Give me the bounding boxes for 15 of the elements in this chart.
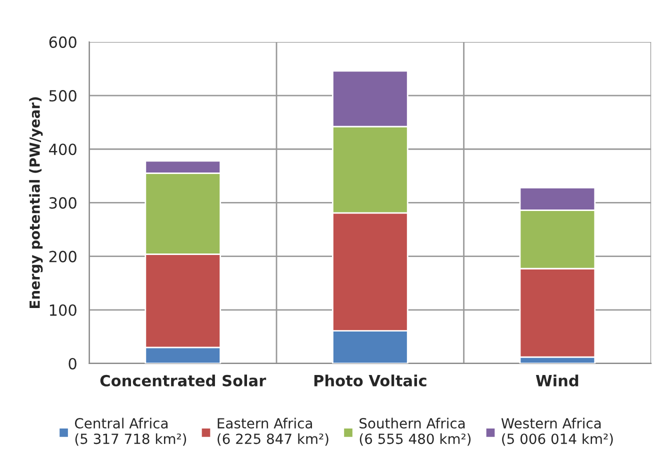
legend-label: Central Africa (5 317 718 km²) xyxy=(74,418,186,446)
x-tick-label: Concentrated Solar xyxy=(100,374,266,386)
x-tick-label: Wind xyxy=(536,374,578,386)
y-tick-label: 500 xyxy=(49,90,76,102)
y-tick-label: 100 xyxy=(50,304,76,316)
y-axis-title: Energy potential (PW/year) xyxy=(29,97,43,308)
legend-label: Western Africa (5 006 014 km²) xyxy=(501,418,613,446)
y-tick-label: 200 xyxy=(49,250,76,262)
x-tick-label: Photo Voltaic xyxy=(314,374,426,386)
legend-label: Southern Africa (6 555 480 km²) xyxy=(360,418,471,446)
y-tick-label: 400 xyxy=(49,144,76,156)
y-tick-label: 600 xyxy=(49,36,76,48)
legend-label: Eastern Africa (6 225 847 km²) xyxy=(218,418,328,446)
y-tick-label: 300 xyxy=(49,197,76,209)
y-tick-label: 0 xyxy=(68,358,76,370)
